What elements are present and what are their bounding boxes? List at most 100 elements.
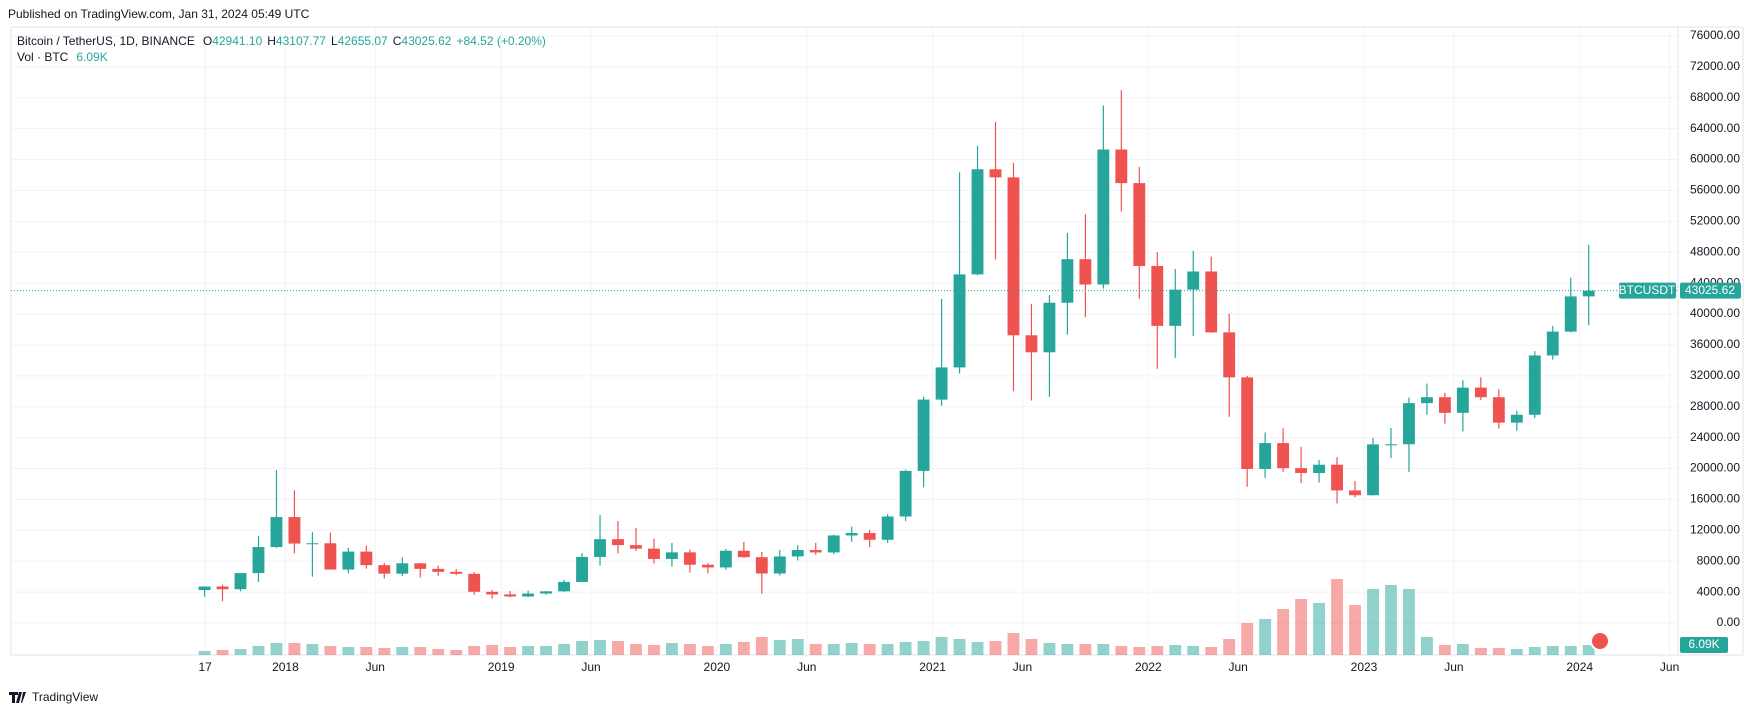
volume-bar <box>396 647 409 655</box>
candle-body <box>809 550 822 553</box>
volume-bar <box>1564 646 1577 655</box>
y-tick-label: 28000.00 <box>1690 399 1740 413</box>
candle-body <box>719 550 732 568</box>
candle-body <box>863 533 876 540</box>
y-tick-label: 0.00 <box>1717 615 1741 629</box>
volume-bar <box>198 651 211 655</box>
candle-body <box>665 552 678 559</box>
candle-body <box>432 568 445 572</box>
volume-value: 6.09K <box>76 50 107 64</box>
y-tick-label: 32000.00 <box>1690 368 1740 382</box>
volume-bar <box>1025 639 1038 655</box>
candle-body <box>1582 290 1595 297</box>
volume-bar <box>1456 644 1469 655</box>
y-tick-label: 12000.00 <box>1690 522 1740 536</box>
x-tick-label: Jun <box>1444 660 1463 674</box>
x-tick-label: Jun <box>797 660 816 674</box>
volume-bar <box>845 643 858 655</box>
candle-body <box>198 586 211 591</box>
volume-bar <box>1420 637 1433 655</box>
volume-bar <box>755 637 768 655</box>
x-tick-label: 2023 <box>1351 660 1378 674</box>
symbol-legend: Bitcoin / TetherUS, 1D, BINANCE O42941.10… <box>17 34 546 48</box>
y-tick-label: 16000.00 <box>1690 492 1740 506</box>
candle-body <box>917 399 930 471</box>
volume-bar <box>216 650 229 655</box>
candle-body <box>1367 444 1379 496</box>
volume-legend: Vol · BTC 6.09K <box>17 50 108 64</box>
volume-bar <box>1277 609 1290 655</box>
ohlc-value: 42941.10 <box>212 34 262 48</box>
y-tick-label: 36000.00 <box>1690 337 1740 351</box>
volume-bar <box>1349 605 1361 655</box>
y-tick-label: 72000.00 <box>1690 59 1740 73</box>
volume-bar <box>683 644 696 655</box>
x-tick-label: Jun <box>1013 660 1032 674</box>
candle-body <box>288 517 301 544</box>
volume-bar <box>378 648 391 655</box>
volume-bar <box>1367 589 1379 655</box>
candle-body <box>1025 335 1038 353</box>
candle-body <box>252 547 265 574</box>
candle-body <box>576 556 588 582</box>
volume-bar <box>1313 603 1326 655</box>
y-tick-label: 52000.00 <box>1690 214 1740 228</box>
candle-body <box>1564 296 1577 332</box>
candle-body <box>1456 387 1469 413</box>
volume-bar <box>1187 646 1200 655</box>
candle-body <box>324 543 337 570</box>
volume-bar <box>1079 644 1092 655</box>
candle-body <box>1385 444 1397 446</box>
candle-body <box>881 516 894 540</box>
y-tick-label: 68000.00 <box>1690 90 1740 104</box>
candle-body <box>953 274 966 368</box>
y-tick-label: 4000.00 <box>1697 584 1741 598</box>
volume-bar <box>594 640 606 655</box>
volume-bar <box>504 647 517 655</box>
volume-bar <box>1546 646 1559 655</box>
x-tick-label: Jun <box>581 660 600 674</box>
footer: TradingView <box>32 690 98 704</box>
volume-bar <box>234 649 247 655</box>
frame <box>10 26 1744 656</box>
volume-bar <box>450 650 463 655</box>
volume-tag-label: 6.09K <box>1688 637 1719 651</box>
candle-body <box>1097 149 1110 285</box>
ohlc-key: L <box>331 34 338 48</box>
volume-bar <box>486 645 499 655</box>
price-tag <box>1680 282 1741 299</box>
volume-bar <box>522 646 535 655</box>
candle-body <box>1043 302 1056 353</box>
volume-bar <box>612 641 624 655</box>
symbol-tag-label: BTCUSDT <box>1619 283 1676 297</box>
volume-bar <box>881 644 894 655</box>
candle-body <box>360 551 373 566</box>
x-tick-label: 2018 <box>272 660 299 674</box>
candle-body <box>1187 271 1200 290</box>
volume-bar <box>342 647 355 655</box>
candle-body <box>755 557 768 574</box>
volume-bar <box>468 646 481 655</box>
y-tick-label: 56000.00 <box>1690 183 1740 197</box>
volume-bar <box>1133 647 1146 655</box>
volume-bar <box>1007 633 1020 655</box>
volume-bar <box>935 637 948 655</box>
ohlc-key: O <box>203 34 212 48</box>
y-tick-label: 64000.00 <box>1690 121 1740 135</box>
candle-body <box>594 539 606 557</box>
x-tick-label: Jun <box>1660 660 1679 674</box>
candle-body <box>1349 490 1361 496</box>
candle-body <box>630 545 642 549</box>
candle-body <box>486 591 499 595</box>
volume-bar <box>665 643 678 655</box>
volume-bar <box>1223 639 1236 655</box>
x-tick-label: 17 <box>198 660 212 674</box>
ohlc-key: C <box>393 34 402 48</box>
candle-body <box>737 550 750 558</box>
volume-bar <box>1510 649 1523 655</box>
price-tag-label: 43025.62 <box>1685 283 1735 297</box>
volume-bar <box>1097 644 1110 655</box>
volume-bar <box>827 644 840 655</box>
x-tick-label: 2024 <box>1566 660 1593 674</box>
volume-bar <box>252 646 265 655</box>
